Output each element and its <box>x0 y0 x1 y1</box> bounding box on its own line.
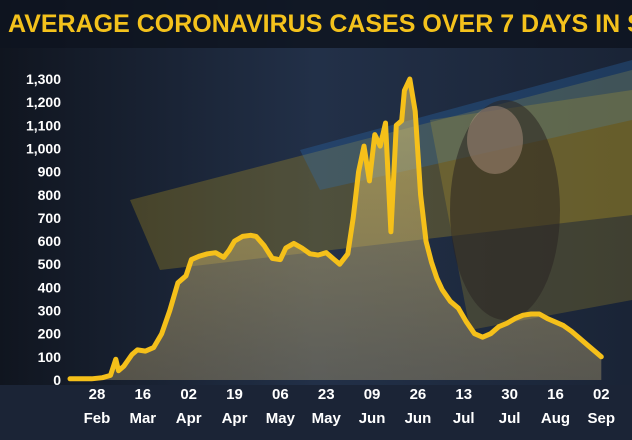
x-tick-month: May <box>312 410 342 427</box>
y-tick-label: 900 <box>38 164 62 180</box>
x-tick-day: 02 <box>593 386 610 403</box>
y-tick-label: 1,300 <box>26 71 61 87</box>
x-tick-month: Sep <box>588 410 616 427</box>
x-tick-month: Jul <box>453 410 475 427</box>
series-line <box>67 76 604 382</box>
x-tick-day: 16 <box>134 386 151 403</box>
plot-area <box>67 76 604 382</box>
x-tick-month: May <box>266 410 296 427</box>
y-tick-label: 1,000 <box>26 140 61 156</box>
x-tick-day: 02 <box>180 386 197 403</box>
x-tick-month: Jun <box>359 410 386 427</box>
x-tick-month: Feb <box>84 410 111 427</box>
chart-title: AVERAGE CORONAVIRUS CASES OVER 7 DAYS IN… <box>8 10 632 38</box>
y-tick-label: 300 <box>38 303 62 319</box>
x-tick-month: Jul <box>499 410 521 427</box>
y-tick-label: 200 <box>38 326 62 342</box>
x-tick-month: Aug <box>541 410 570 427</box>
x-tick-day: 13 <box>455 386 472 403</box>
x-tick-month: Apr <box>222 410 248 427</box>
x-tick-month: Mar <box>129 410 156 427</box>
x-tick-month: Apr <box>176 410 202 427</box>
series-area <box>70 79 602 380</box>
y-axis: 0 100 200 300 400 500 600 700 800 900 1,000 1,100 1,… <box>26 71 61 388</box>
x-tick-day: 16 <box>547 386 564 403</box>
x-tick-day: 19 <box>226 386 243 403</box>
y-tick-label: 1,200 <box>26 94 61 110</box>
x-axis: 28 Feb 16 Mar 02 Apr 19 Apr 06 May 23 May 09 Jun 26 Jun… <box>84 386 615 427</box>
y-tick-label: 400 <box>38 279 62 295</box>
y-tick-label: 600 <box>38 233 62 249</box>
x-tick-day: 30 <box>501 386 518 403</box>
x-tick-month: Jun <box>405 410 432 427</box>
y-tick-label: 1,100 <box>26 117 61 133</box>
y-tick-label: 500 <box>38 256 62 272</box>
x-tick-day: 28 <box>89 386 106 403</box>
x-tick-day: 06 <box>272 386 289 403</box>
x-tick-day: 23 <box>318 386 335 403</box>
y-tick-label: 700 <box>38 210 62 226</box>
x-tick-day: 26 <box>410 386 427 403</box>
y-tick-label: 0 <box>53 372 61 388</box>
y-tick-label: 800 <box>38 187 62 203</box>
x-tick-day: 09 <box>364 386 381 403</box>
y-tick-label: 100 <box>38 349 62 365</box>
